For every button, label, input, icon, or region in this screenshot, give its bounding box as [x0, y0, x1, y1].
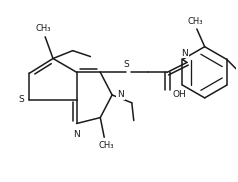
- Text: CH₃: CH₃: [35, 24, 51, 33]
- Text: N: N: [117, 90, 124, 99]
- Text: S: S: [123, 60, 129, 69]
- Text: S: S: [19, 95, 25, 104]
- Text: OH: OH: [172, 90, 186, 99]
- Text: CH₃: CH₃: [99, 141, 114, 150]
- Text: N: N: [182, 49, 188, 58]
- Text: N: N: [73, 130, 80, 139]
- Text: CH₃: CH₃: [187, 17, 203, 26]
